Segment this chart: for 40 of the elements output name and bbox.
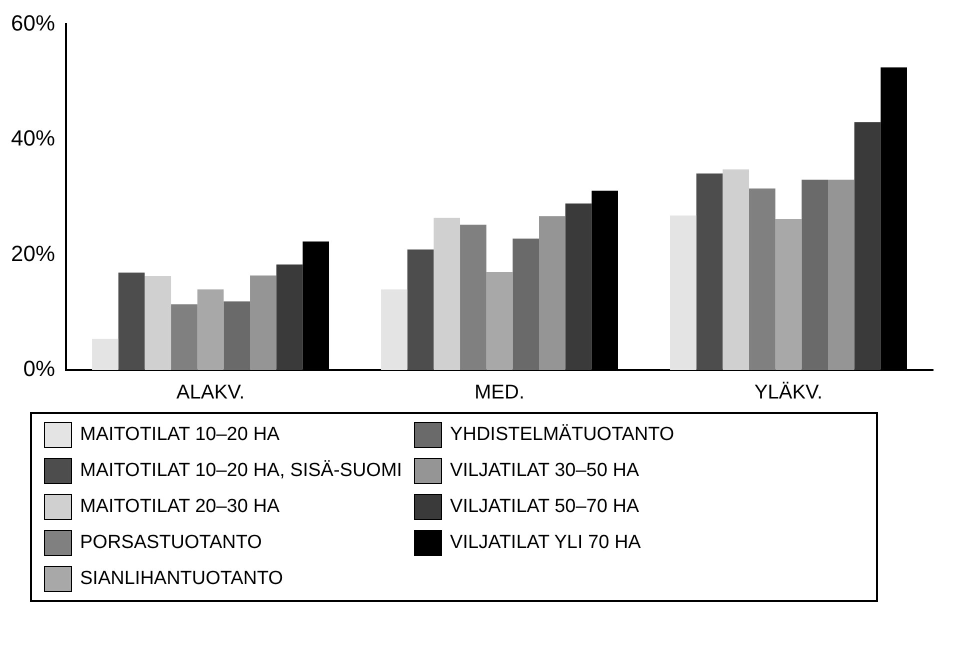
legend-label: VILJATILAT YLI 70 HA	[450, 532, 641, 554]
bar	[749, 188, 776, 370]
legend-label: PORSASTUOTANTO	[80, 532, 262, 554]
bar	[407, 250, 434, 370]
y-tick-label: 0%	[23, 356, 56, 382]
bar	[512, 238, 540, 370]
legend-label: MAITOTILAT 10–20 HA	[80, 424, 280, 446]
bar	[276, 264, 303, 370]
bar	[224, 301, 250, 370]
bar	[118, 272, 145, 370]
x-tick-label: ALAKV.	[176, 382, 245, 404]
bar	[250, 275, 276, 370]
bar	[565, 203, 592, 370]
bar	[381, 289, 408, 370]
bar	[486, 272, 513, 370]
bar	[434, 218, 460, 370]
bar	[460, 224, 486, 370]
bar	[722, 169, 750, 370]
y-tick-label: 40%	[10, 126, 56, 151]
bar	[775, 219, 802, 370]
legend-label: VILJATILAT 30–50 HA	[450, 460, 640, 482]
bar	[696, 173, 723, 370]
bar	[92, 338, 118, 370]
bar	[171, 304, 198, 370]
y-tick-label: 60%	[10, 10, 56, 36]
legend-label: SIANLIHANTUOTANTO	[80, 568, 284, 590]
bar	[539, 216, 566, 370]
bar	[670, 216, 696, 370]
bar	[802, 180, 828, 370]
x-tick-label: MED.	[474, 382, 525, 404]
x-tick-label: YLÄKV.	[754, 382, 823, 404]
bar	[828, 180, 854, 370]
bar	[854, 122, 881, 370]
legend-label: VILJATILAT 50–70 HA	[450, 496, 640, 518]
bar	[197, 289, 224, 370]
y-tick-label: 20%	[10, 240, 56, 266]
legend-label: YHDISTELMÄTUOTANTO	[450, 424, 674, 446]
bar	[144, 276, 172, 370]
legend-label: MAITOTILAT 20–30 HA	[80, 496, 280, 518]
legend-label: MAITOTILAT 10–20 HA, SISÄ-SUOMI	[80, 460, 402, 482]
